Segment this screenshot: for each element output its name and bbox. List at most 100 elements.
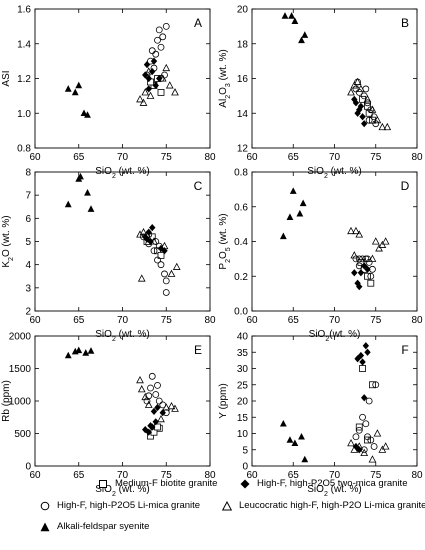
x-tick-label: 80 bbox=[411, 152, 423, 163]
data-point bbox=[152, 418, 159, 426]
panel-letter: F bbox=[401, 343, 408, 357]
data-point bbox=[152, 391, 160, 398]
x-tick-label: 70 bbox=[117, 152, 129, 163]
data-point bbox=[143, 235, 151, 243]
data-point bbox=[156, 74, 163, 83]
data-point bbox=[369, 265, 376, 273]
data-point bbox=[365, 397, 373, 405]
data-point bbox=[357, 84, 365, 92]
x-tick-label: 80 bbox=[204, 315, 216, 326]
data-point bbox=[347, 439, 355, 447]
data-point bbox=[162, 277, 170, 285]
data-point bbox=[139, 227, 148, 236]
data-point bbox=[355, 230, 364, 238]
y-tick-label: 12 bbox=[237, 144, 249, 155]
data-point bbox=[367, 279, 375, 287]
data-point bbox=[77, 172, 84, 180]
x-tick-label: 80 bbox=[411, 315, 423, 326]
data-point bbox=[64, 85, 72, 92]
data-point bbox=[84, 111, 91, 118]
data-point bbox=[149, 224, 156, 232]
data-point bbox=[289, 187, 297, 194]
series-high-f-two-mica bbox=[352, 342, 371, 454]
x-tick-label: 70 bbox=[329, 315, 341, 326]
data-point bbox=[137, 274, 146, 282]
series-high-f-li-mica bbox=[352, 381, 380, 454]
data-point bbox=[298, 432, 305, 440]
data-point bbox=[149, 67, 156, 76]
data-point bbox=[359, 113, 366, 121]
y-tick-label: 4 bbox=[25, 260, 31, 271]
data-point bbox=[141, 88, 150, 96]
data-point bbox=[152, 50, 160, 58]
series-syenite bbox=[64, 346, 95, 359]
data-point bbox=[146, 91, 155, 99]
y-axis-label: P2O5 (wt. %) bbox=[218, 213, 232, 269]
y-axis-label: K2O (wt. %) bbox=[1, 215, 15, 267]
x-tick-label: 70 bbox=[117, 470, 129, 481]
x-tick-label: 65 bbox=[73, 152, 85, 163]
panel-letter: E bbox=[194, 343, 202, 357]
data-point bbox=[365, 109, 373, 117]
x-tick-label: 70 bbox=[329, 152, 341, 163]
series-high-f-two-mica bbox=[351, 95, 368, 128]
series-leucocratic bbox=[347, 429, 390, 463]
data-point bbox=[364, 99, 371, 107]
data-point bbox=[160, 241, 169, 250]
y-tick-label: 500 bbox=[14, 429, 31, 440]
data-point bbox=[145, 392, 153, 400]
y-tick-label: 18 bbox=[237, 39, 249, 50]
data-point bbox=[154, 36, 161, 44]
x-tick-label: 60 bbox=[246, 152, 258, 163]
y-tick-label: 5 bbox=[242, 445, 248, 456]
data-point bbox=[143, 230, 151, 238]
data-point bbox=[355, 262, 363, 270]
data-point bbox=[155, 397, 163, 405]
x-tick-label: 75 bbox=[161, 315, 173, 326]
data-point bbox=[136, 230, 144, 238]
series-high-f-li-mica bbox=[352, 255, 376, 280]
data-point bbox=[351, 269, 358, 277]
data-point bbox=[364, 348, 371, 356]
y-axis-label: Al2O3 (wt. %) bbox=[218, 49, 232, 107]
y-tick-label: 40 bbox=[237, 332, 249, 343]
data-point bbox=[357, 102, 365, 110]
y-tick-label: 0.8 bbox=[234, 168, 248, 179]
x-tick-label: 80 bbox=[411, 470, 423, 481]
data-point bbox=[142, 71, 149, 79]
y-tick-label: 10 bbox=[237, 429, 249, 440]
data-point bbox=[291, 439, 299, 447]
data-point bbox=[368, 105, 377, 113]
y-tick-label: 8 bbox=[25, 168, 31, 179]
data-point bbox=[161, 247, 168, 255]
data-point bbox=[150, 247, 158, 255]
data-point bbox=[356, 446, 363, 454]
x-tick-label: 65 bbox=[288, 470, 300, 481]
data-point bbox=[281, 12, 289, 19]
series-high-f-two-mica bbox=[351, 262, 371, 291]
y-tick-label: 2 bbox=[25, 307, 31, 318]
data-point bbox=[75, 346, 83, 354]
series-leucocratic bbox=[136, 63, 179, 106]
data-point bbox=[355, 426, 363, 434]
y-tick-label: 1000 bbox=[9, 397, 32, 408]
data-point bbox=[154, 403, 161, 412]
panel-e: 60 65 70 75 80 0 500 1000 1500 2000 SiO2 (wt. %) Rb… bbox=[1, 332, 216, 498]
data-point bbox=[359, 365, 366, 372]
x-axis-label: SiO2 (wt. %) bbox=[95, 329, 149, 343]
data-point bbox=[381, 237, 390, 245]
panel-c: 60 65 70 75 80 2 3 4 5 6 7 8 SiO2 (wt. %) K2O (wt. %)… bbox=[1, 168, 216, 343]
data-point bbox=[145, 85, 152, 93]
data-point bbox=[378, 240, 387, 248]
data-point bbox=[352, 226, 360, 235]
data-point bbox=[365, 116, 373, 124]
plot-frame bbox=[251, 171, 418, 312]
x-tick-label: 60 bbox=[246, 470, 258, 481]
data-point bbox=[150, 237, 158, 245]
data-point bbox=[355, 255, 363, 263]
panel-d: 60 65 70 75 80 0.0 0.2 0.4 0.6 0.8 SiO2(wt. %) P2O5… bbox=[218, 168, 423, 343]
series-leucocratic bbox=[347, 226, 390, 262]
y-tick-label: 0.8 bbox=[17, 144, 31, 155]
data-point bbox=[141, 392, 150, 401]
plot-frame bbox=[34, 8, 211, 149]
